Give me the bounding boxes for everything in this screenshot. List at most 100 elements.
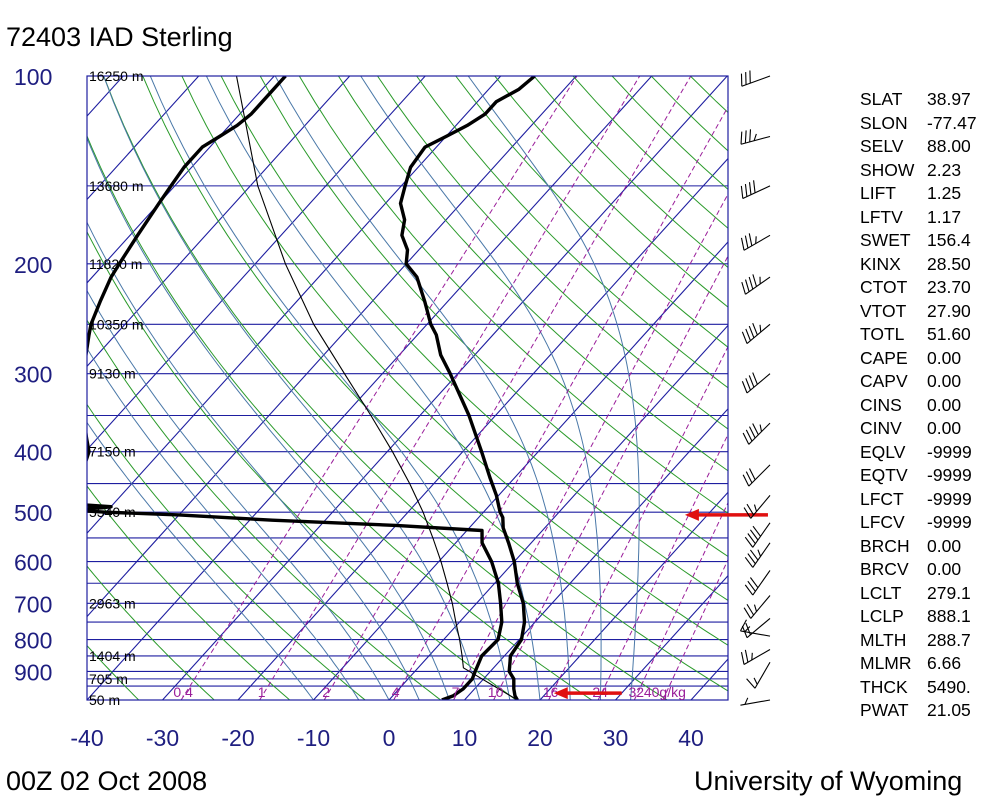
index-name: LFTV — [860, 206, 903, 227]
index-value: 0.00 — [927, 371, 962, 391]
temperature-tick-label: -30 — [146, 725, 179, 751]
wind-barb-feather — [743, 607, 752, 619]
dry-adiabat-line — [87, 485, 291, 700]
index-row-lift: LIFT 1.25 — [860, 182, 977, 206]
index-row-mlth: MLTH 288.7 — [860, 629, 977, 653]
pressure-tick-label: 200 — [14, 252, 52, 278]
temperature-tick-label: 0 — [383, 725, 396, 751]
wind-barb-feather — [740, 652, 745, 665]
wind-barb-feather — [759, 424, 763, 432]
wind-barb-feather — [745, 471, 753, 484]
wind-barb-feather — [744, 626, 751, 633]
wind-barb-feather — [742, 432, 750, 445]
height-label: 705 m — [89, 671, 128, 687]
mixing-ratio-line — [393, 105, 728, 700]
temperature-tick-label: -10 — [297, 725, 330, 751]
wind-barb-feather — [744, 697, 749, 705]
index-name: CTOT — [860, 277, 908, 297]
index-row-selv: SELV 88.00 — [860, 135, 977, 159]
moist-adiabat-line — [87, 289, 390, 700]
wind-barb-feather — [745, 429, 753, 442]
isotherm-line — [87, 76, 275, 284]
height-label: 7150 m — [89, 444, 136, 460]
mixing-ratio-label: 4 — [392, 684, 400, 700]
height-label: 2963 m — [89, 595, 136, 611]
wind-barb-feather — [739, 619, 747, 632]
index-value: -9999 — [927, 465, 972, 485]
temperature-tick-label: -20 — [221, 725, 254, 751]
index-value: 156.4 — [927, 230, 971, 250]
wind-barb-feather — [744, 584, 754, 596]
wind-barb-feather — [741, 281, 746, 295]
wind-barb-feather — [744, 279, 750, 292]
index-row-eqtv: EQTV -9999 — [860, 464, 977, 488]
mixing-ratio-label: 0.4 — [173, 684, 193, 700]
height-label: 13680 m — [89, 178, 143, 194]
index-value: 0.00 — [927, 394, 962, 415]
moist-adiabat-line — [274, 76, 571, 700]
index-name: EQTV — [860, 465, 908, 485]
index-name: MLTH — [860, 629, 907, 650]
index-name: SLON — [860, 112, 908, 133]
wind-barb-feather — [744, 649, 749, 663]
index-value: 27.90 — [927, 300, 971, 321]
wind-barb-shaft — [748, 464, 771, 487]
data-source: University of Wyoming — [694, 766, 963, 796]
index-name: CAPE — [860, 347, 908, 368]
moist-adiabat-line — [87, 136, 450, 700]
wind-barb-feather — [741, 331, 748, 344]
mixing-ratio-label: 32 — [629, 684, 645, 700]
index-row-eqlv: EQLV -9999 — [860, 441, 977, 465]
observation-time: 00Z 02 Oct 2008 — [6, 766, 208, 796]
wind-barb-feather — [753, 504, 758, 512]
index-name: CINS — [860, 394, 902, 415]
index-value: 38.97 — [927, 89, 971, 109]
wind-barb-feather — [748, 325, 755, 339]
wind-barb-feather — [749, 468, 756, 481]
moist-adiabat-line — [103, 76, 481, 700]
index-row-cinv: CINV 0.00 — [860, 417, 977, 441]
wind-barb-feather — [752, 372, 758, 385]
pressure-tick-label: 900 — [14, 659, 52, 685]
dry-adiabat-line — [455, 76, 728, 348]
index-row-ctot: CTOT 23.70 — [860, 276, 977, 300]
wind-barb-feather — [744, 235, 749, 249]
mixing-ratio-line — [180, 76, 578, 700]
wind-barb-feather — [740, 131, 743, 145]
dry-adiabat-line — [377, 76, 728, 430]
index-row-slon: SLON -77.47 — [860, 112, 977, 136]
index-name: BRCH — [860, 535, 910, 556]
index-name: SLAT — [860, 89, 903, 109]
index-name: LCLT — [860, 582, 902, 603]
index-row-brcv: BRCV 0.00 — [860, 558, 977, 582]
temperature-tick-label: 20 — [527, 725, 553, 751]
pressure-tick-label: 500 — [14, 500, 52, 526]
wind-barb-shaft — [752, 542, 771, 568]
index-name: LCLP — [860, 606, 904, 626]
mixing-ratio-line — [323, 76, 692, 700]
wind-barb-feather — [753, 180, 756, 193]
isobars — [87, 76, 728, 700]
dry-adiabat-line — [87, 230, 517, 700]
wind-barb-feather — [753, 604, 758, 612]
dry-adiabat-line — [87, 134, 592, 700]
wind-barb-feather — [744, 130, 747, 144]
mixing-ratio-line — [259, 76, 641, 700]
pressure-tick-label: 700 — [14, 591, 52, 617]
mixing-ratio-label: 7 — [452, 684, 460, 700]
wind-barb-shaft — [748, 422, 771, 445]
mixing-ratio-line — [453, 193, 728, 700]
wind-barb-feather — [748, 182, 752, 195]
dry-adiabat-line — [87, 319, 441, 700]
index-name: TOTL — [860, 324, 905, 344]
dry-adiabat-line — [220, 76, 728, 601]
station-title: 72403 IAD Sterling — [6, 22, 233, 52]
index-value: 1.25 — [927, 183, 962, 203]
index-value: 51.60 — [927, 324, 971, 344]
pressure-tick-label: 300 — [14, 362, 52, 388]
index-value: 1.17 — [927, 206, 962, 227]
index-name: LFCV — [860, 512, 905, 532]
index-row-vtot: VTOT 27.90 — [860, 300, 977, 324]
height-label: 1404 m — [89, 648, 136, 664]
